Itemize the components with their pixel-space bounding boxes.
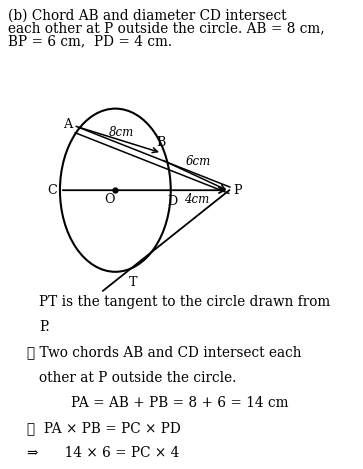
Text: P.: P.	[39, 320, 50, 334]
Text: ⇒      14 × 6 = PC × 4: ⇒ 14 × 6 = PC × 4	[27, 446, 179, 460]
Text: ∴ Two chords AB and CD intersect each: ∴ Two chords AB and CD intersect each	[27, 346, 301, 359]
Text: D: D	[167, 196, 178, 208]
Text: ∴  PA × PB = PC × PD: ∴ PA × PB = PC × PD	[27, 421, 180, 435]
Text: PA = AB + PB = 8 + 6 = 14 cm: PA = AB + PB = 8 + 6 = 14 cm	[71, 396, 289, 410]
Text: BP = 6 cm,  PD = 4 cm.: BP = 6 cm, PD = 4 cm.	[8, 35, 172, 48]
Text: C: C	[47, 184, 57, 197]
Text: T: T	[129, 276, 137, 289]
Text: 4cm: 4cm	[184, 193, 209, 206]
Text: A: A	[63, 119, 73, 131]
Text: O: O	[104, 193, 114, 206]
Text: P: P	[233, 184, 241, 197]
Text: each other at P outside the circle. AB = 8 cm,: each other at P outside the circle. AB =…	[8, 22, 325, 36]
Text: 6cm: 6cm	[186, 155, 211, 168]
Text: (b) Chord AB and diameter CD intersect: (b) Chord AB and diameter CD intersect	[8, 8, 286, 23]
Text: other at P outside the circle.: other at P outside the circle.	[39, 371, 237, 385]
Text: PT is the tangent to the circle drawn from: PT is the tangent to the circle drawn fr…	[39, 295, 331, 309]
Text: B: B	[156, 136, 166, 149]
Text: 8cm: 8cm	[109, 126, 134, 139]
